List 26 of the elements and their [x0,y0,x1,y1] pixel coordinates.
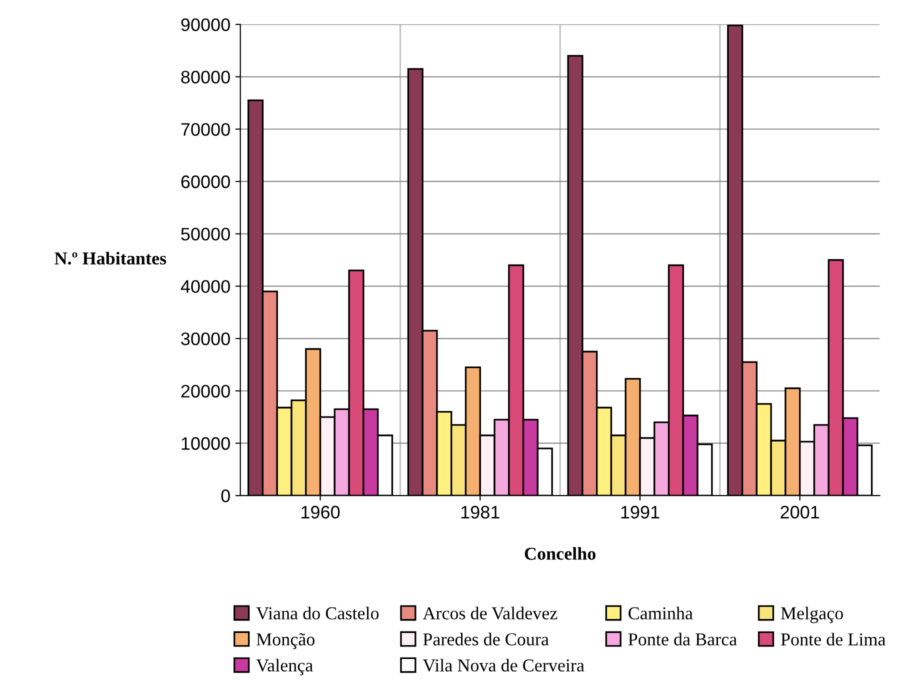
y-tick-label: 10000 [182,437,230,450]
x-tick-label: 1960 [302,506,340,519]
legend-label: Melgaço [780,606,843,624]
legend-label: Arcos de Valdevez [422,606,558,620]
y-tick-label: 40000 [180,280,230,293]
legend-label: Vila Nova de Cerveira [422,658,584,672]
legend-label: Viana do Castelo [256,606,379,620]
y-tick-label: 20000 [181,384,230,398]
y-tick-label: 0 [221,490,230,502]
legend-label: Ponte da Barca [628,632,737,646]
y-tick-label: 80000 [181,70,230,84]
y-tick-label: 50000 [181,228,230,241]
legend-label: Caminha [628,606,693,620]
legend-label: Ponte de Lima [780,632,886,646]
y-tick-label: 90000 [181,18,230,32]
x-tick-label: 1991 [621,506,660,519]
y-axis-title: N.º Habitantes [54,252,166,265]
x-tick-label: 2001 [780,506,820,519]
x-tick-label: 1981 [461,506,500,519]
legend-label: Paredes de Coura [423,632,549,646]
legend-label: Monção [256,633,315,650]
y-tick-label: 30000 [181,332,230,346]
x-axis-title: Concelho [524,547,596,560]
y-tick-label: 70000 [181,123,230,136]
y-tick-label: 60000 [181,175,230,188]
legend-label: Valença [256,658,313,676]
